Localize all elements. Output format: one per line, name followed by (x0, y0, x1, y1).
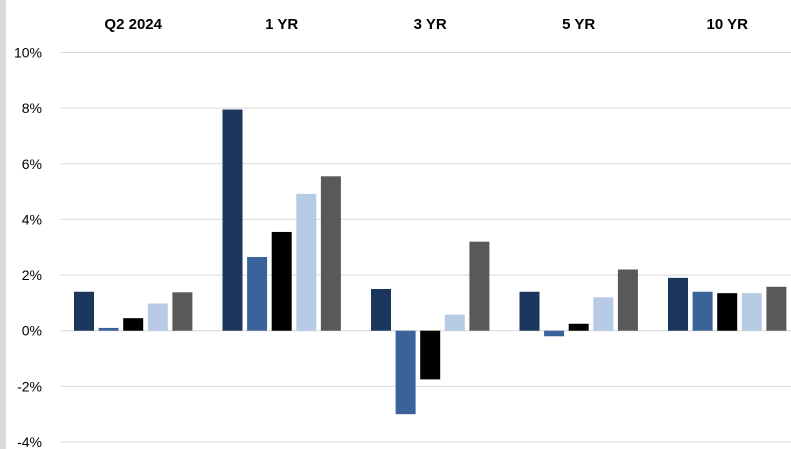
category-label: 3 YR (414, 16, 447, 33)
y-tick-label: 4% (22, 211, 42, 227)
bar (717, 293, 738, 331)
category-label: 5 YR (562, 16, 595, 33)
bar (444, 314, 465, 331)
left-edge-strip (0, 0, 6, 449)
category-labels: Q2 2024 1 YR 3 YR 5 YR 10 YR (104, 16, 748, 33)
y-tick-label: 6% (22, 156, 42, 172)
bar (568, 323, 589, 331)
bar (395, 330, 416, 415)
bar (320, 176, 341, 331)
bar (519, 291, 540, 331)
y-axis-tick-labels: -4% -2% 0% 2% 4% 6% 8% 10% (14, 45, 42, 449)
y-tick-label: 8% (22, 100, 42, 116)
bar (741, 293, 762, 331)
category-label: 10 YR (706, 16, 748, 33)
bar (296, 193, 317, 331)
y-tick-label: -4% (17, 434, 42, 449)
category-label: 1 YR (265, 16, 298, 33)
y-tick-label: 0% (22, 323, 42, 339)
bar (692, 291, 713, 331)
bar (668, 277, 688, 331)
bar (469, 241, 490, 331)
bar (371, 288, 391, 331)
bar (147, 303, 168, 331)
bar (271, 231, 292, 331)
category-label: Q2 2024 (104, 16, 162, 33)
bar (247, 256, 268, 331)
bar (544, 330, 565, 337)
gridlines (60, 52, 791, 443)
bars (74, 109, 787, 415)
bar (98, 327, 119, 331)
bar (74, 291, 94, 331)
bar (172, 292, 193, 331)
bar (420, 330, 441, 380)
bar (222, 109, 243, 331)
y-tick-label: -2% (17, 378, 42, 394)
bar (123, 318, 144, 331)
bar (766, 286, 787, 331)
y-tick-label: 2% (22, 267, 42, 283)
bar (593, 297, 614, 331)
y-tick-label: 10% (14, 45, 42, 61)
bar (617, 269, 638, 331)
